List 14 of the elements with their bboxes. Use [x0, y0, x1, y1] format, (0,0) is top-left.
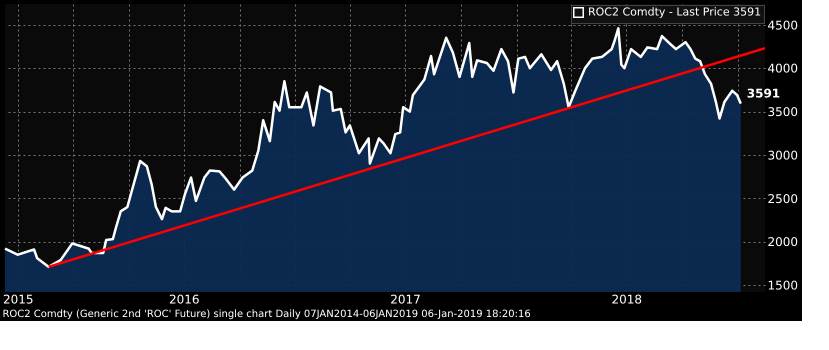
y-tick-label: 3000 — [768, 148, 798, 162]
y-tick-label: 2000 — [768, 235, 798, 250]
x-tick-label: 2018 — [611, 292, 642, 306]
annotation: 3591 — [746, 86, 780, 101]
text: ROC2 Comdty (Generic 2nd 'ROC' Future) single chart Daily 07JAN2014-06JAN2019 06-Jan-2019 18:20:16 — [2, 309, 531, 320]
y-tick-label: 2500 — [768, 192, 798, 206]
x-tick-label: 2017 — [390, 292, 421, 306]
y-tick-label: 1500 — [768, 278, 798, 293]
x-tick-label: 2016 — [169, 292, 200, 306]
legend-label: ROC2 Comdty - Last Price 3591 — [588, 6, 762, 18]
y-tick-label: 3500 — [768, 105, 798, 120]
y-tick-label: 4000 — [768, 62, 798, 76]
y-tick-label: 4500 — [768, 18, 798, 32]
x-tick-label: 2015 — [2, 292, 34, 306]
